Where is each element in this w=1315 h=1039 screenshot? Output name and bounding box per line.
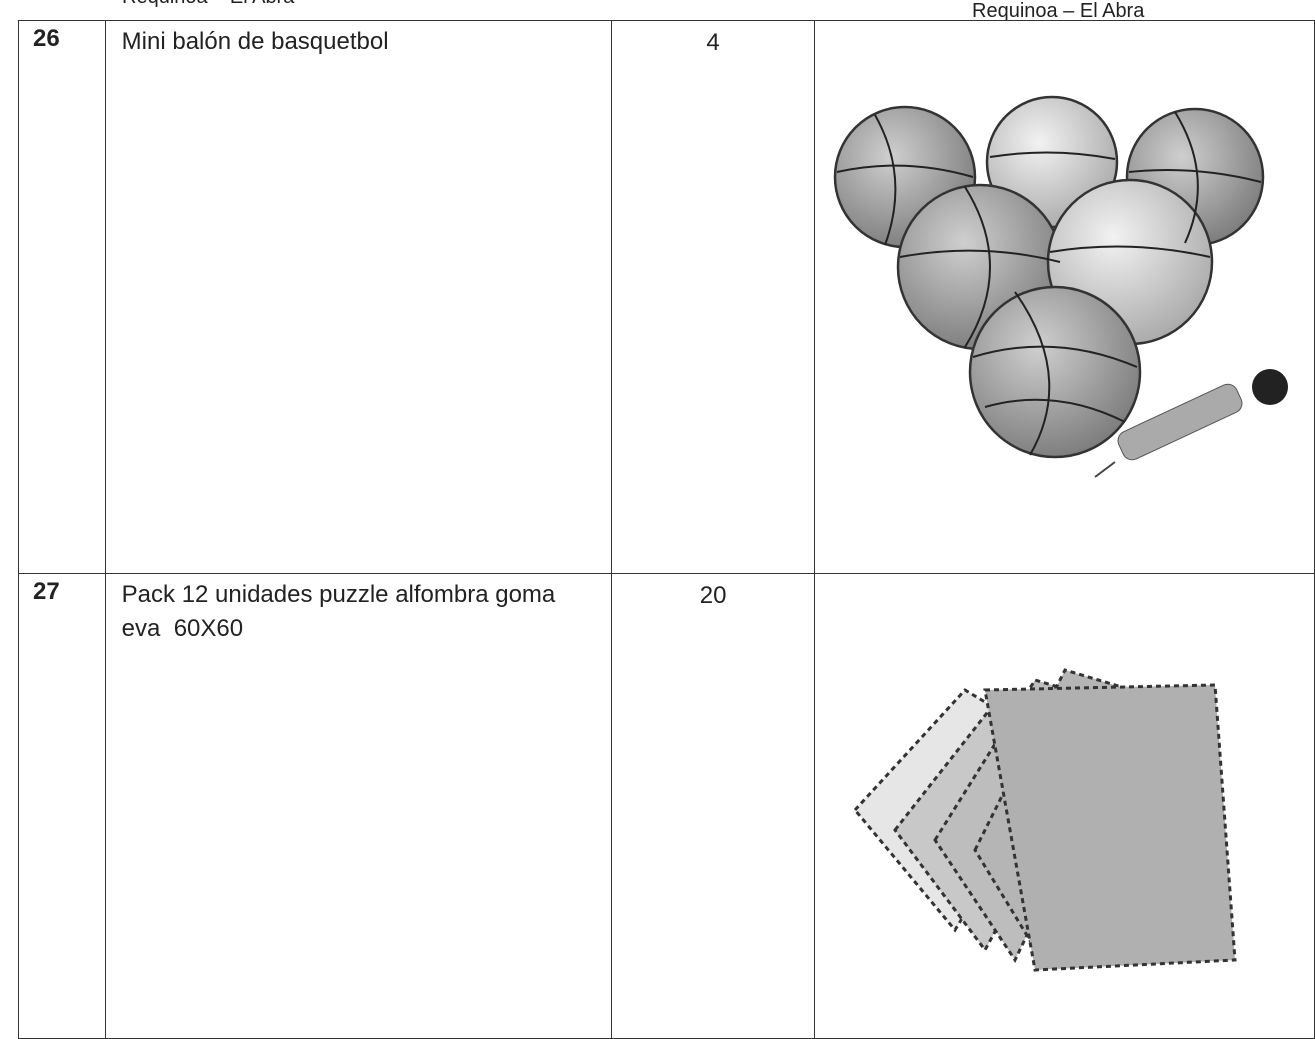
item-number: 27 xyxy=(18,573,106,1039)
item-image-cell xyxy=(813,20,1315,574)
item-image-cell xyxy=(813,573,1315,1039)
item-quantity: 4 xyxy=(611,20,815,574)
product-table: 26 Mini balón de basquetbol 4 xyxy=(18,20,1315,1039)
header-right: Requinoa – El Abra xyxy=(972,0,1145,22)
page: Requinoa – El Abra Requinoa – El Abra 26… xyxy=(18,0,1315,1039)
basketballs-image xyxy=(833,95,1288,478)
pump-icon xyxy=(1094,369,1288,478)
table-row: 26 Mini balón de basquetbol 4 xyxy=(18,20,1315,574)
item-quantity: 20 xyxy=(611,573,815,1039)
puzzle-mats-image xyxy=(852,668,1237,972)
item-description: Mini balón de basquetbol xyxy=(104,20,613,574)
table-row: 27 Pack 12 unidades puzzle alfombra goma… xyxy=(18,573,1315,1039)
item-number: 26 xyxy=(18,20,106,574)
header-left: Requinoa – El Abra xyxy=(122,0,294,9)
item-description: Pack 12 unidades puzzle alfombra goma ev… xyxy=(104,573,613,1039)
